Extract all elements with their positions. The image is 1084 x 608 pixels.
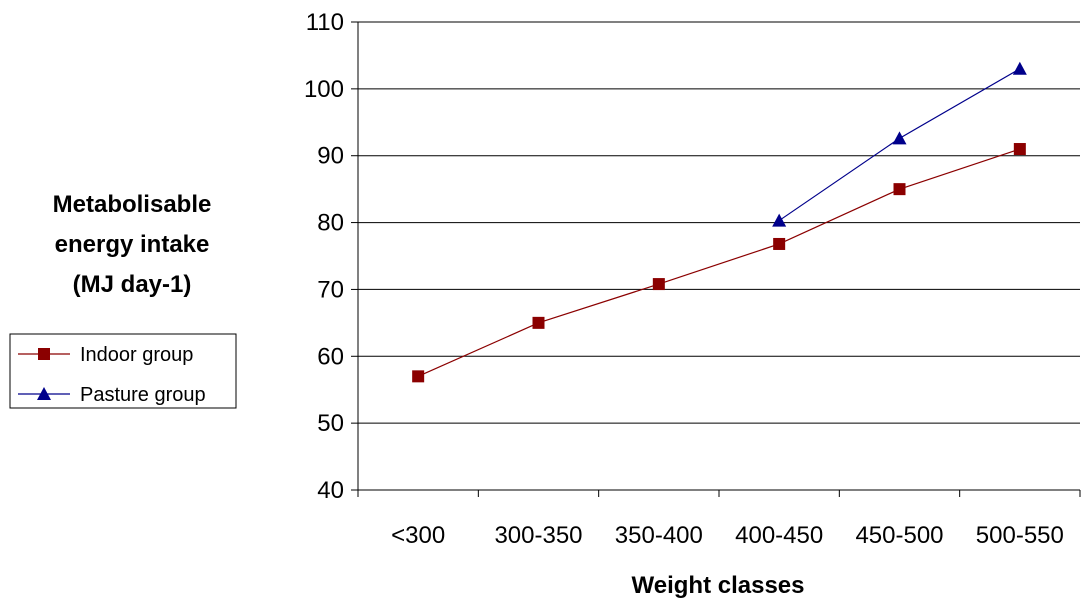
x-axis-title: Weight classes [632, 572, 805, 599]
y-axis-title-line-1: Metabolisable [53, 191, 212, 218]
pasture-point [772, 213, 787, 227]
y-tick-label: 50 [317, 410, 344, 437]
indoor-point [532, 316, 545, 329]
y-tick-label: 70 [317, 276, 344, 303]
legend-entry-indoor: Indoor group [18, 344, 193, 366]
legend-pasture-label: Pasture group [80, 384, 206, 406]
pasture-point [1012, 61, 1027, 75]
series [412, 61, 1027, 383]
y-axis-title-line-2: energy intake [55, 231, 210, 258]
y-tick-label: 100 [304, 76, 344, 103]
y-tick-labels: 40 50 60 70 80 90 100 110 [304, 9, 344, 504]
x-tick-labels: <300 300-350 350-400 400-450 450-500 500-550 [391, 522, 1064, 549]
indoor-point [893, 183, 906, 196]
y-axis-title-line-3: (MJ day-1) [73, 271, 192, 298]
y-tick-label: 60 [317, 343, 344, 370]
legend-pasture-marker [37, 387, 51, 400]
indoor-point [652, 278, 665, 291]
y-tick-label: 110 [306, 9, 344, 36]
y-tick-label: 40 [317, 477, 344, 504]
pasture-point [892, 131, 907, 145]
grid [358, 21, 1080, 424]
legend-indoor-marker [38, 348, 50, 360]
series-line-1 [778, 68, 1021, 222]
indoor-point [1013, 143, 1026, 156]
series-line-0 [417, 148, 1021, 377]
indoor-point [773, 237, 786, 250]
x-tick-label: 350-400 [615, 522, 703, 549]
legend: Indoor group Pasture group [9, 333, 237, 409]
x-tick-label: 500-550 [976, 522, 1064, 549]
indoor-point [412, 370, 425, 383]
y-tick-label: 80 [317, 210, 344, 237]
legend-indoor-label: Indoor group [80, 344, 193, 366]
legend-entry-pasture: Pasture group [18, 384, 206, 406]
y-tick-label: 90 [317, 143, 344, 170]
x-tick-label: 300-350 [494, 522, 582, 549]
x-tick-label: 450-500 [855, 522, 943, 549]
x-tick-label: 400-450 [735, 522, 823, 549]
x-tick-label: <300 [391, 522, 445, 549]
axes [351, 21, 1081, 497]
